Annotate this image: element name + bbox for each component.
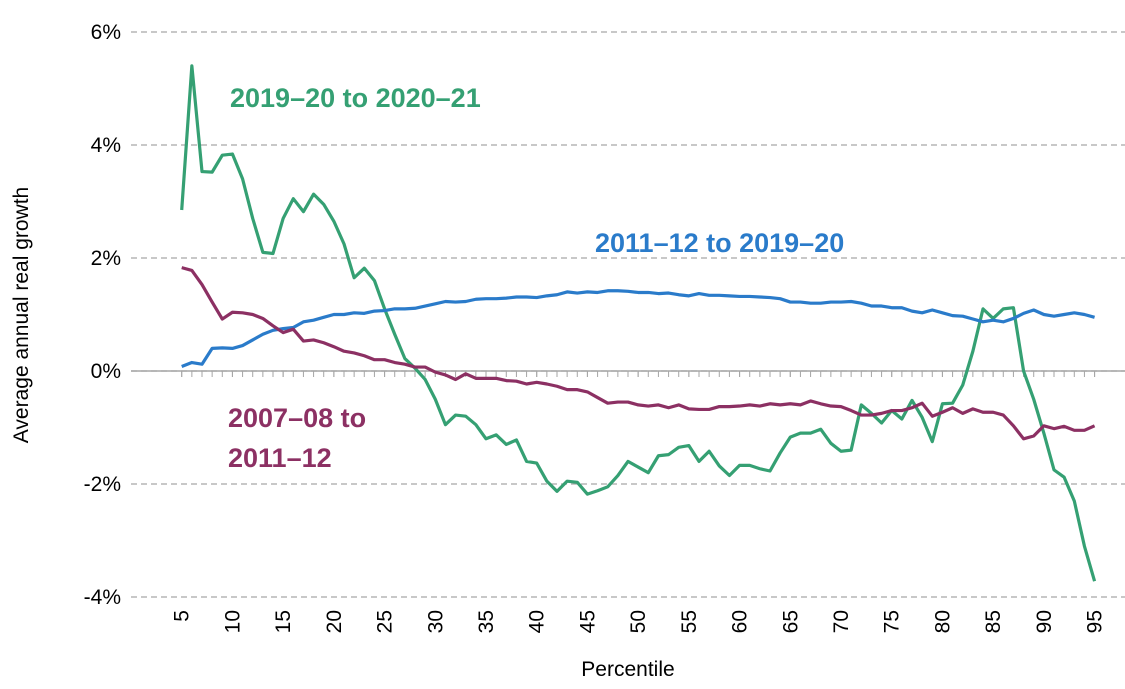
series-label: 2011–12 to 2019–20 — [595, 228, 845, 258]
x-tick-label: 20 — [323, 610, 346, 633]
x-tick-label: 15 — [272, 610, 295, 633]
y-tick-label: 4% — [91, 134, 121, 157]
x-tick-label: 30 — [424, 610, 447, 633]
series-line — [180, 64, 1097, 582]
x-tick-label: 10 — [221, 610, 244, 633]
x-tick-label: 45 — [576, 610, 599, 633]
x-tick-label: 70 — [830, 610, 853, 633]
x-tick-label: 60 — [729, 610, 752, 633]
x-tick-label: 80 — [931, 610, 954, 633]
y-tick-label: 0% — [91, 360, 121, 383]
series-line — [181, 289, 1095, 368]
x-tick-label: 65 — [779, 610, 802, 633]
series-label: 2007–08 to 2011–12 — [228, 403, 367, 473]
x-tick-label: 90 — [1033, 610, 1056, 633]
x-tick-label: 55 — [678, 610, 701, 633]
series-line — [181, 266, 1096, 441]
x-tick-label: 35 — [475, 610, 498, 633]
x-tick-label: 75 — [881, 610, 904, 633]
y-tick-label: -2% — [84, 473, 121, 496]
x-tick-label: 25 — [374, 610, 397, 633]
x-tick-label: 50 — [627, 610, 650, 633]
x-axis-label: Percentile — [581, 658, 674, 681]
y-tick-label: 6% — [91, 21, 121, 44]
x-tick-label: 5 — [171, 610, 194, 622]
series-label: 2019–20 to 2020–21 — [230, 83, 481, 113]
y-tick-label: 2% — [91, 247, 121, 270]
x-tick-label: 95 — [1084, 610, 1107, 633]
y-axis-label: Average annual real growth — [10, 187, 33, 443]
x-tick-label: 40 — [526, 610, 549, 633]
x-tick-label: 85 — [982, 610, 1005, 633]
y-tick-label: -4% — [84, 586, 121, 609]
